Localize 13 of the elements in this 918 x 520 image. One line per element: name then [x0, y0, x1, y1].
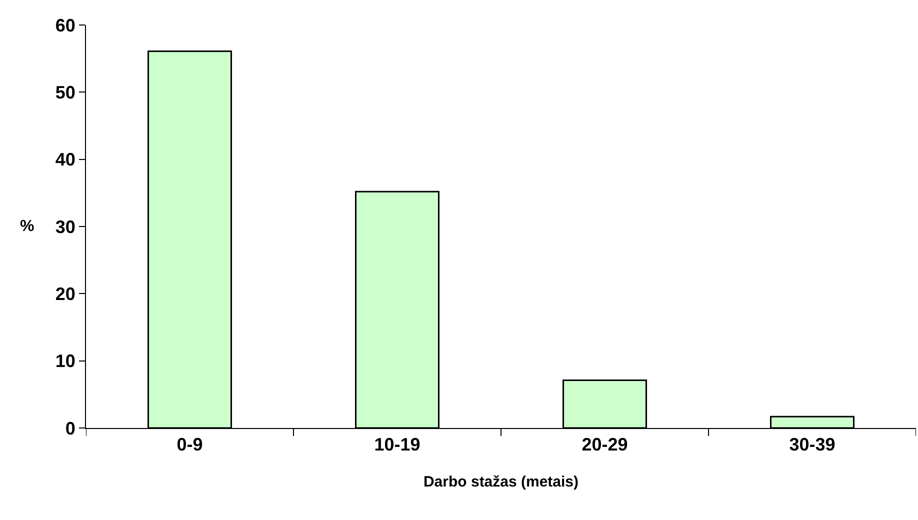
- x-tick-label: 0-9: [176, 434, 203, 455]
- x-tick-label: 20-29: [582, 434, 628, 455]
- y-tick-label: 30: [55, 216, 76, 237]
- x-axis-title: Darbo stažas (metais): [423, 474, 579, 491]
- x-tick-label: 30-39: [789, 434, 836, 455]
- y-tick-label: 50: [55, 82, 76, 102]
- y-tick-label: 10: [55, 351, 76, 372]
- y-tick-label: 20: [55, 284, 76, 304]
- y-axis-title: %: [20, 218, 34, 235]
- x-tick-label: 10-19: [374, 434, 420, 455]
- y-tick-label: 40: [55, 150, 76, 170]
- y-tick-label: 0: [65, 418, 76, 438]
- y-tick-label: 60: [55, 15, 76, 36]
